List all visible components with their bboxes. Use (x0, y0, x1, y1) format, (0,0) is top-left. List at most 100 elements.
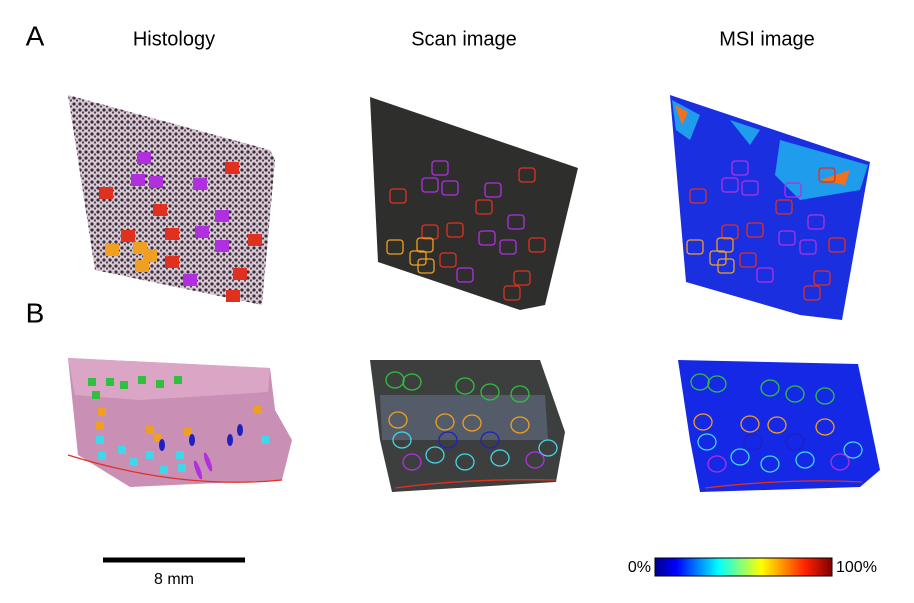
roi-marker (203, 452, 213, 472)
roi-marker (137, 152, 151, 164)
roi-outline (402, 373, 422, 391)
roi-outline (843, 441, 863, 459)
roi-outline (438, 431, 458, 449)
roi-marker (195, 226, 209, 238)
roi-outline (721, 224, 739, 240)
roi-marker (146, 451, 154, 459)
roi-outline (478, 230, 496, 246)
roi-marker (131, 174, 145, 186)
roi-marker (227, 434, 233, 446)
roi-marker (233, 268, 247, 280)
scale-bar-label: 8 mm (154, 571, 194, 588)
roi-outline (431, 160, 449, 176)
roi-outline (731, 160, 749, 176)
roi-outline (746, 222, 764, 238)
msi-image (678, 360, 880, 492)
roi-outline (528, 237, 546, 253)
roi-outline (807, 214, 825, 230)
roi-outline (717, 258, 735, 274)
roi-outline (385, 371, 405, 389)
roi-outline (785, 433, 805, 451)
roi-outline (388, 411, 408, 429)
roi-marker (237, 424, 243, 436)
roi-outline (760, 379, 780, 397)
roi-marker (248, 234, 262, 246)
roi-marker (225, 162, 239, 174)
roi-marker (143, 250, 157, 262)
roi-marker (215, 210, 229, 222)
roi-outline (441, 180, 459, 196)
roi-marker (105, 244, 119, 256)
histology-image (68, 95, 275, 305)
roi-marker (92, 391, 100, 399)
roi-marker (156, 380, 164, 388)
roi-outline (421, 177, 439, 193)
msi-hotspot (675, 105, 850, 185)
roi-marker (176, 451, 184, 459)
roi-outline (818, 167, 836, 183)
roi-outline (690, 373, 710, 391)
roi-outline (741, 180, 759, 196)
roi-marker (183, 274, 197, 286)
roi-outline (402, 453, 422, 471)
roi-marker (184, 428, 192, 436)
roi-marker (261, 436, 269, 444)
roi-outline (417, 258, 435, 274)
roi-outline (499, 239, 517, 255)
roi-outline (435, 413, 455, 431)
roi-marker (160, 466, 168, 474)
roi-marker (96, 421, 104, 429)
roi-outline (510, 385, 530, 403)
roi-outline (455, 453, 475, 471)
roi-outline (767, 416, 787, 434)
roi-marker (254, 406, 262, 414)
roi-outline (707, 455, 727, 473)
roi-marker (165, 228, 179, 240)
roi-outline (815, 387, 835, 405)
roi-outline (475, 199, 493, 215)
roi-outline (828, 237, 846, 253)
colorbar-min-label: 0% (628, 559, 651, 576)
roi-marker (178, 464, 186, 472)
roi-outline (446, 222, 464, 238)
roi-outline (704, 480, 863, 489)
roi-outline (480, 431, 500, 449)
roi-marker (120, 381, 128, 389)
roi-marker (154, 434, 162, 442)
roi-outline (462, 414, 482, 432)
scan-layer (380, 395, 548, 440)
roi-marker (130, 458, 138, 466)
roi-outline (803, 285, 821, 301)
roi-marker (96, 436, 104, 444)
roi-outline (785, 385, 805, 403)
roi-outline (455, 377, 475, 395)
colorbar (654, 557, 833, 577)
column-title: MSI image (719, 28, 815, 50)
colorbar-max-label: 100% (836, 559, 877, 576)
roi-marker (88, 378, 96, 386)
roi-outline (507, 214, 525, 230)
panel-label: B (26, 297, 45, 328)
roi-outline (756, 267, 774, 283)
roi-outline (510, 416, 530, 434)
roi-group (67, 152, 863, 489)
roi-outline (425, 446, 445, 464)
roi-outline (389, 188, 407, 204)
roi-outline (743, 433, 763, 451)
roi-marker (226, 290, 240, 302)
roi-outline (686, 239, 704, 255)
roi-outline (795, 451, 815, 469)
roi-outline (480, 383, 500, 401)
roi-marker (174, 376, 182, 384)
roi-outline (67, 454, 283, 483)
roi-outline (697, 433, 717, 451)
roi-outline (484, 182, 502, 198)
roi-outline (740, 415, 760, 433)
roi-outline (689, 188, 707, 204)
roi-outline (386, 239, 404, 255)
roi-marker (189, 434, 195, 446)
roi-outline (730, 448, 750, 466)
roi-marker (146, 426, 154, 434)
roi-outline (799, 239, 817, 255)
roi-marker (215, 240, 229, 252)
